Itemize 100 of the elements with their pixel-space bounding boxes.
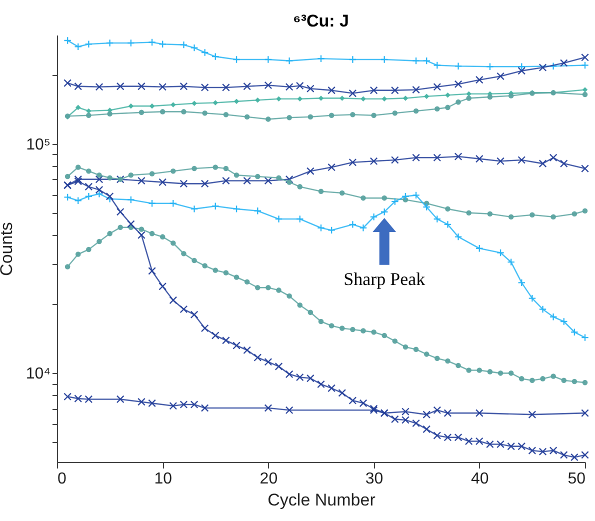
- point: [158, 82, 167, 91]
- point: [86, 112, 92, 118]
- point: [371, 329, 376, 335]
- point: [560, 451, 568, 459]
- point: [223, 112, 229, 118]
- point: [339, 190, 345, 196]
- point: [560, 59, 568, 67]
- point: [223, 270, 229, 276]
- point: [433, 61, 442, 70]
- point: [454, 152, 462, 160]
- point: [582, 208, 588, 214]
- point: [454, 232, 462, 241]
- point: [306, 374, 314, 382]
- point: [234, 172, 240, 178]
- point: [274, 215, 283, 223]
- point: [74, 175, 82, 184]
- point: [200, 404, 209, 412]
- point: [412, 191, 420, 200]
- point: [317, 224, 325, 232]
- x-tick-label: 20: [260, 470, 278, 488]
- point: [96, 172, 102, 178]
- point: [466, 368, 472, 373]
- point: [116, 208, 124, 216]
- point: [254, 284, 260, 290]
- point: [84, 395, 93, 404]
- point: [86, 168, 92, 174]
- point: [380, 56, 388, 64]
- point: [264, 358, 272, 366]
- point: [138, 226, 144, 232]
- point: [422, 56, 431, 65]
- point: [382, 96, 388, 102]
- point: [422, 410, 431, 419]
- point: [466, 96, 472, 101]
- point: [360, 195, 366, 201]
- point: [413, 108, 419, 114]
- point: [200, 48, 209, 56]
- point: [244, 114, 250, 120]
- point: [106, 39, 114, 47]
- point: [285, 406, 294, 414]
- point: [296, 215, 304, 223]
- point: [107, 111, 112, 117]
- point: [360, 328, 366, 334]
- point: [95, 175, 104, 184]
- point: [243, 176, 252, 185]
- point: [338, 388, 346, 397]
- point: [475, 244, 484, 252]
- point: [318, 318, 324, 324]
- point: [390, 86, 399, 94]
- point: [498, 370, 504, 376]
- point: [466, 210, 472, 216]
- x-tick-label: 0: [58, 470, 66, 488]
- point: [212, 268, 218, 273]
- point: [456, 362, 461, 368]
- point: [328, 112, 334, 118]
- point: [234, 98, 240, 104]
- point: [116, 82, 124, 90]
- point: [402, 192, 410, 200]
- point: [223, 166, 229, 172]
- point: [285, 175, 294, 184]
- point: [518, 278, 526, 287]
- point: [232, 56, 240, 64]
- point: [518, 156, 526, 164]
- point: [444, 220, 452, 228]
- point: [422, 203, 431, 211]
- x-tick-label: 10: [154, 470, 172, 488]
- point: [222, 176, 230, 185]
- point: [74, 82, 82, 90]
- point: [180, 305, 188, 314]
- point: [276, 96, 282, 102]
- point: [296, 373, 304, 382]
- point: [538, 160, 547, 168]
- point: [148, 199, 156, 208]
- point: [581, 164, 589, 172]
- point: [434, 356, 440, 362]
- point: [285, 82, 294, 91]
- point: [392, 338, 398, 344]
- point: [169, 296, 178, 304]
- point: [264, 404, 272, 412]
- point: [86, 246, 92, 252]
- point: [582, 380, 588, 386]
- point: [549, 154, 558, 162]
- point: [538, 305, 547, 314]
- point: [74, 394, 82, 403]
- point: [518, 442, 526, 450]
- point: [540, 376, 546, 382]
- x-axis-title: Cycle Number: [268, 490, 376, 510]
- point: [445, 92, 450, 98]
- point: [422, 425, 431, 434]
- point: [549, 62, 558, 70]
- point: [306, 84, 314, 93]
- point: [390, 156, 399, 164]
- point: [264, 176, 272, 185]
- point: [572, 211, 578, 216]
- point: [496, 440, 504, 448]
- point: [190, 310, 198, 319]
- annotation: Sharp Peak: [344, 268, 426, 289]
- point: [211, 332, 220, 340]
- point: [64, 193, 72, 202]
- point: [339, 326, 345, 331]
- point: [264, 56, 272, 64]
